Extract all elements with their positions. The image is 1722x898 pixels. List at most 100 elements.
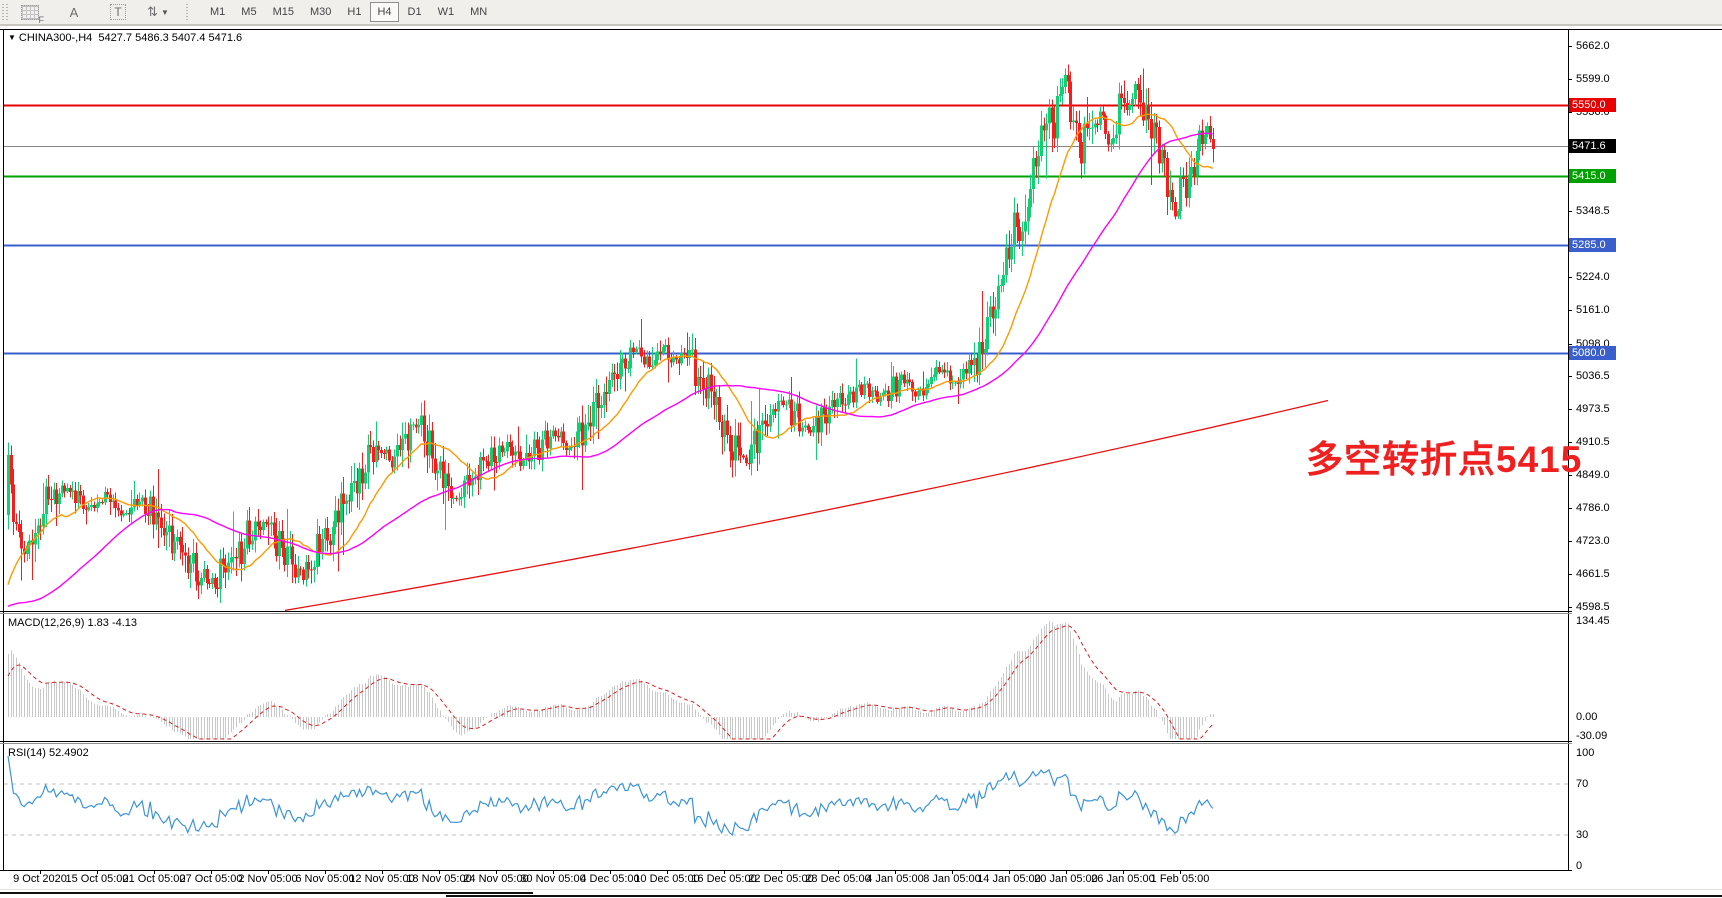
price-tick — [1568, 574, 1572, 575]
date-label: 30 Nov 05:00 — [520, 873, 586, 885]
timeframe-h1-button[interactable]: H1 — [347, 6, 362, 18]
macd-panel-top-border — [0, 613, 1572, 614]
date-tick — [895, 870, 896, 874]
chart-top-border — [0, 29, 1722, 30]
main-panel-bottom-border[interactable] — [0, 611, 1572, 612]
date-label: 24 Nov 05:00 — [463, 873, 529, 885]
lower-window-edge-right — [446, 895, 1722, 897]
arrows-tool-button[interactable]: ⇅ ▼ — [146, 2, 170, 22]
figures-grid-tool[interactable]: F — [18, 2, 44, 25]
price-tick — [1568, 46, 1572, 47]
price-tick — [1568, 277, 1572, 278]
ohlc-values: 5427.7 5486.3 5407.4 5471.6 — [98, 32, 243, 44]
symbol-title[interactable]: ▼ CHINA300-,H4 5427.7 5486.3 5407.4 5471.… — [8, 32, 242, 44]
date-label: 4 Jan 05:00 — [866, 873, 924, 885]
timeframe-h4-button[interactable]: H4 — [370, 2, 399, 22]
price-tick-label: 4910.5 — [1576, 436, 1610, 448]
arrows-icon: ⇅ — [147, 4, 158, 19]
date-tick — [1180, 870, 1181, 874]
price-badge-5415.0[interactable]: 5415.0 — [1569, 169, 1616, 183]
date-tick — [553, 870, 554, 874]
date-label: 2 Nov 05:00 — [238, 873, 298, 885]
price-annotation[interactable]: 多空转折点5415 — [1306, 439, 1583, 480]
toolbar-separator-handle[interactable] — [186, 4, 192, 20]
candles-layer — [7, 64, 1215, 603]
price-tick — [1568, 475, 1572, 476]
date-label: 6 Nov 05:00 — [295, 873, 355, 885]
price-tick — [1568, 310, 1572, 311]
date-tick — [781, 870, 782, 874]
timeframe-w1-button[interactable]: W1 — [437, 6, 455, 18]
text-t-icon: T — [110, 4, 126, 20]
macd-panel-bottom-border[interactable] — [0, 741, 1572, 742]
date-tick — [382, 870, 383, 874]
price-tick-label: 4723.0 — [1576, 535, 1610, 547]
timeframe-m30-button[interactable]: M30 — [309, 6, 332, 18]
date-tick — [838, 870, 839, 874]
label-tool-button[interactable]: A — [62, 2, 86, 22]
date-tick — [1009, 870, 1010, 874]
price-tick-label: 5224.0 — [1576, 271, 1610, 283]
date-label: 28 Dec 05:00 — [805, 873, 871, 885]
red-trendline[interactable] — [284, 399, 1329, 611]
fast-ma-line — [7, 113, 1213, 585]
date-tick — [439, 870, 440, 874]
bottom-strip-divider — [0, 889, 1722, 890]
date-label: 18 Nov 05:00 — [406, 873, 472, 885]
date-tick — [325, 870, 326, 874]
text-tool-button[interactable]: T — [106, 2, 130, 22]
slow-ma-line — [7, 132, 1213, 608]
date-label: 15 Oct 05:00 — [65, 873, 129, 885]
symbol-dropdown-icon[interactable]: ▼ — [8, 33, 16, 42]
timeframe-m1-button[interactable]: M1 — [210, 6, 226, 18]
macd-label: MACD(12,26,9) 1.83 -4.13 — [8, 617, 138, 629]
price-tick-label: 4786.0 — [1576, 502, 1610, 514]
price-badge-5550.0[interactable]: 5550.0 — [1569, 98, 1616, 112]
price-tick-label: 4661.5 — [1576, 568, 1610, 580]
price-tick — [1568, 442, 1572, 443]
price-tick — [1568, 607, 1572, 608]
moving-averages-layer — [7, 113, 1329, 611]
price-tick-label: 5161.0 — [1576, 304, 1610, 316]
rsi-line — [7, 755, 1214, 837]
timeframe-mn-button[interactable]: MN — [470, 6, 488, 18]
date-label: 12 Nov 05:00 — [349, 873, 415, 885]
price-badge-5285.0[interactable]: 5285.0 — [1569, 238, 1616, 252]
date-tick — [952, 870, 953, 874]
toolbar-drag-handle-icon[interactable] — [2, 4, 8, 20]
rsi-axis-label: 30 — [1576, 829, 1589, 841]
price-tick — [1568, 211, 1572, 212]
rsi-axis-label: 70 — [1576, 778, 1589, 790]
lower-window-edge-left — [0, 892, 533, 894]
macd-signal-line — [7, 625, 1214, 740]
date-label: 14 Jan 05:00 — [977, 873, 1041, 885]
date-tick — [1066, 870, 1067, 874]
date-tick — [268, 870, 269, 874]
date-label: 21 Oct 05:00 — [122, 873, 186, 885]
price-axis-line[interactable] — [1568, 29, 1569, 870]
date-label: 8 Jan 05:00 — [923, 873, 981, 885]
price-tick — [1568, 508, 1572, 509]
macd-axis-label: 0.00 — [1576, 711, 1598, 723]
price-tick — [1568, 409, 1572, 410]
timeframe-d1-button[interactable]: D1 — [407, 6, 422, 18]
date-label: 10 Dec 05:00 — [634, 873, 700, 885]
dropdown-caret-icon: ▼ — [160, 7, 169, 17]
price-tick — [1568, 376, 1572, 377]
symbol-label: CHINA300-,H4 — [18, 32, 93, 44]
price-badge-5080.0[interactable]: 5080.0 — [1569, 346, 1616, 360]
timeframe-group: M1 M5 M15 M30 H1 H4 D1 W1 MN — [202, 2, 495, 22]
date-label: 16 Dec 05:00 — [691, 873, 757, 885]
price-badge-5471.6[interactable]: 5471.6 — [1569, 139, 1616, 153]
macd-axis-label: 134.45 — [1576, 615, 1610, 627]
price-tick-label: 5599.0 — [1576, 73, 1610, 85]
timeframe-m5-button[interactable]: M5 — [241, 6, 257, 18]
date-tick — [667, 870, 668, 874]
price-tick-label: 4973.5 — [1576, 403, 1610, 415]
date-label: 27 Oct 05:00 — [179, 873, 243, 885]
toolbar: F A T ⇅ ▼ M1 M5 M15 M30 H1 H4 D1 W1 MN — [0, 0, 1722, 26]
date-label: 20 Jan 05:00 — [1034, 873, 1098, 885]
timeframe-m15-button[interactable]: M15 — [272, 6, 294, 18]
